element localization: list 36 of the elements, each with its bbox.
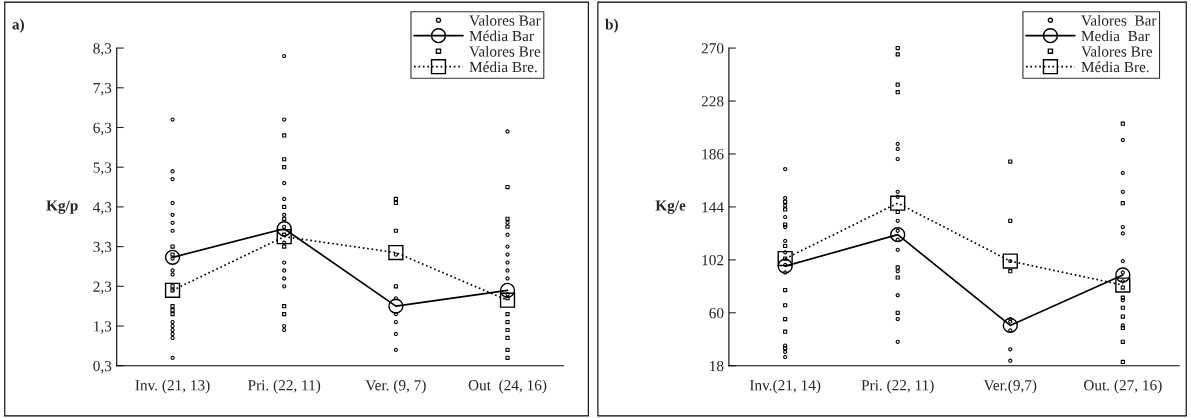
y-tick-label: 2,3 bbox=[93, 281, 112, 294]
y-tick-label: 5,3 bbox=[93, 162, 112, 175]
x-tick-label: Pri. (22, 11) bbox=[248, 379, 321, 394]
text: b) bbox=[605, 18, 618, 33]
x-tick-label: Ver. (9, 7) bbox=[365, 379, 426, 394]
x-tick-label: Ver.(9,7) bbox=[983, 379, 1037, 394]
y-axis-title: Kg/e bbox=[655, 200, 686, 214]
y-tick-label: 270 bbox=[701, 43, 724, 54]
y-tick-label: 144 bbox=[702, 202, 724, 213]
y-tick-label: 186 bbox=[702, 149, 724, 160]
y-tick-label: 8,3 bbox=[93, 43, 112, 56]
y-tick-label: 7,3 bbox=[93, 82, 112, 96]
legend-label: Valores Bar bbox=[469, 14, 541, 26]
legend-label: Média Bre. bbox=[469, 61, 537, 73]
legend-label: Valores Bre bbox=[469, 45, 541, 57]
y-tick-label: 60 bbox=[709, 307, 724, 319]
x-tick-label: Out (24, 16) bbox=[468, 379, 547, 394]
legend-label: Média Bar bbox=[469, 30, 534, 42]
y-tick-label: 228 bbox=[701, 96, 724, 107]
y-tick-label: 4,3 bbox=[93, 202, 112, 215]
y-axis-title: Kg/p bbox=[46, 200, 78, 214]
y-tick-label: 18 bbox=[710, 360, 724, 372]
y-tick-label: 3,3 bbox=[93, 241, 112, 255]
legend-label: Valores Bar bbox=[1081, 14, 1157, 26]
y-tick-label: 6,3 bbox=[93, 122, 112, 136]
legend-label: Valores Bre bbox=[1081, 45, 1153, 57]
x-tick-label: Out. (27, 16) bbox=[1083, 379, 1162, 394]
x-tick-label: Inv.(21, 14) bbox=[749, 379, 821, 394]
legend-label: Media Bar bbox=[1081, 30, 1150, 42]
x-tick-label: Pri. (22, 11) bbox=[861, 379, 934, 394]
y-tick-label: 102 bbox=[702, 255, 724, 266]
x-tick-label: Inv. (21, 13) bbox=[135, 379, 210, 394]
y-tick-label: 1,3 bbox=[94, 321, 112, 334]
text: a) bbox=[12, 18, 24, 33]
y-tick-label: 0,3 bbox=[93, 360, 112, 374]
legend-label: Média Bre. bbox=[1081, 61, 1149, 73]
